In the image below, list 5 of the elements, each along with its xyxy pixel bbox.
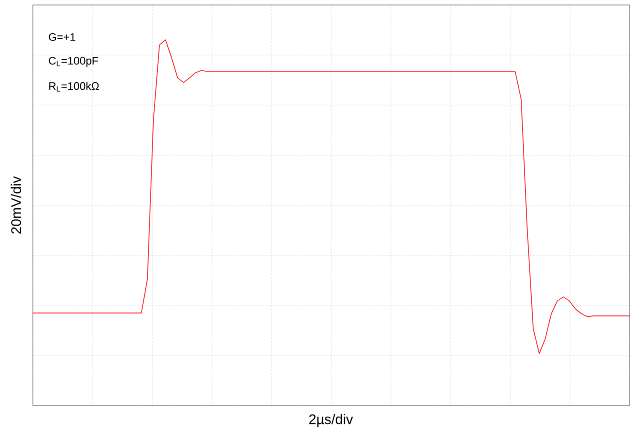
- x-axis-title: 2µs/div: [309, 414, 353, 427]
- annotation: R$_{L}$=100kΩ: [49, 82, 99, 92]
- annotation: G=+1: [48, 32, 76, 41]
- y-axis-title: 20mV/div: [10, 176, 22, 234]
- annotation: C$_{L}$=100pF: [48, 56, 98, 67]
